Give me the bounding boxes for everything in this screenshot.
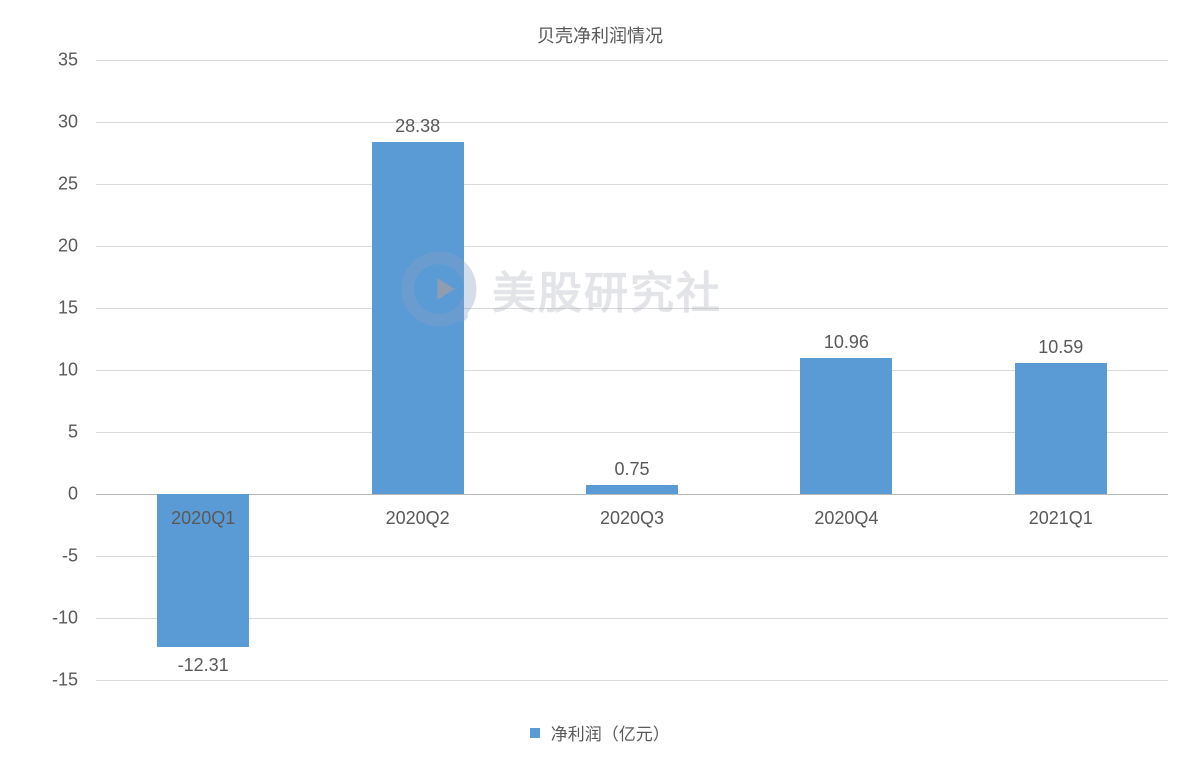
bar [1015, 363, 1107, 494]
bar [800, 358, 892, 494]
gridline [96, 122, 1168, 123]
gridline [96, 618, 1168, 619]
y-tick-label: 20 [58, 236, 78, 257]
chart-title: 贝壳净利润情况 [0, 22, 1200, 48]
bar-value-label: -12.31 [178, 655, 229, 676]
y-tick-label: 10 [58, 360, 78, 381]
y-tick-label: 25 [58, 174, 78, 195]
watermark-text: 美股研究社 [492, 257, 722, 321]
bar-value-label: 28.38 [395, 116, 440, 137]
legend-label: 净利润（亿元） [551, 720, 670, 745]
gridline [96, 432, 1168, 433]
bar-value-label: 10.59 [1038, 337, 1083, 358]
gridline [96, 680, 1168, 681]
plot-area: -15-10-505101520253035-12.312020Q128.382… [96, 60, 1168, 680]
gridline [96, 556, 1168, 557]
watermark-logo-icon [400, 250, 478, 328]
gridline [96, 246, 1168, 247]
gridline [96, 184, 1168, 185]
legend-swatch [530, 728, 540, 738]
y-tick-label: 5 [68, 422, 78, 443]
y-tick-label: 30 [58, 112, 78, 133]
y-tick-label: -15 [52, 670, 78, 691]
gridline [96, 494, 1168, 495]
x-tick-label: 2021Q1 [1029, 508, 1093, 529]
x-tick-label: 2020Q1 [171, 508, 235, 529]
y-tick-label: 15 [58, 298, 78, 319]
bar-chart: 贝壳净利润情况 -15 -10 -5 0 5 10 15 20 25 30 35 -12.31 2020… [0, 0, 1200, 762]
legend: 净利润（亿元） [0, 720, 1200, 745]
bar-value-label: 10.96 [824, 332, 869, 353]
gridline [96, 370, 1168, 371]
x-tick-label: 2020Q2 [386, 508, 450, 529]
gridline [96, 60, 1168, 61]
y-tick-label: -10 [52, 608, 78, 629]
bar [586, 485, 678, 494]
x-tick-label: 2020Q3 [600, 508, 664, 529]
y-tick-label: -5 [62, 546, 78, 567]
watermark: 美股研究社 [400, 250, 722, 328]
bar-value-label: 0.75 [614, 459, 649, 480]
y-tick-label: 0 [68, 484, 78, 505]
x-tick-label: 2020Q4 [814, 508, 878, 529]
y-tick-label: 35 [58, 50, 78, 71]
